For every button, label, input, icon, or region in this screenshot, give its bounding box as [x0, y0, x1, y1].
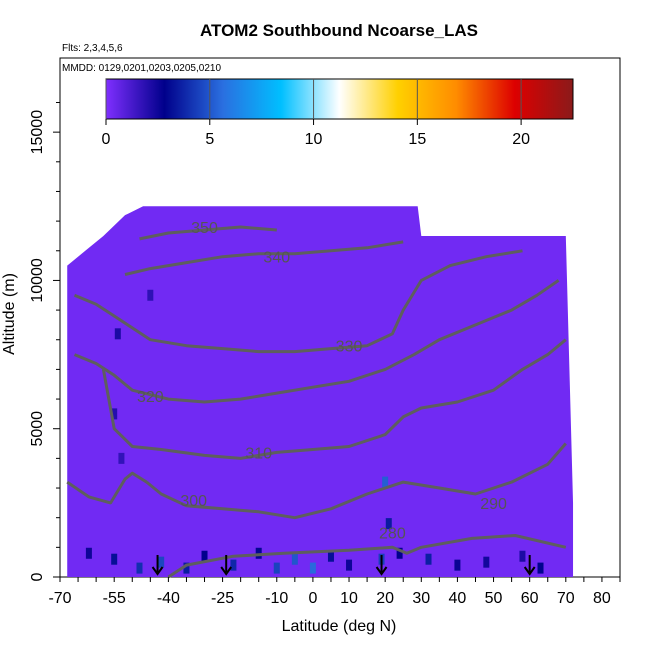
heatmap-cell — [519, 550, 526, 562]
x-tick-label: 60 — [521, 590, 539, 607]
contour-line — [66, 471, 148, 505]
x-tick-label: -40 — [157, 590, 180, 607]
heatmap-cell — [230, 559, 237, 571]
colorbar: 0 5 10 15 20 — [102, 78, 574, 148]
heatmap-cell — [309, 562, 316, 574]
colorbar-tick-label: 0 — [102, 131, 111, 148]
y-tick-label: 10000 — [29, 258, 46, 303]
contour-line — [145, 442, 567, 520]
flight-arrow — [523, 555, 536, 576]
x-tick-label: 40 — [449, 590, 467, 607]
x-tick-label: -10 — [265, 590, 288, 607]
heatmap-cell — [136, 562, 143, 574]
contour-label: 340 — [263, 250, 290, 267]
heatmap-cell — [158, 556, 165, 568]
colorbar-gradient — [105, 78, 574, 120]
contour-line — [73, 249, 523, 354]
colorbar-tick-label: 10 — [305, 131, 323, 148]
heatmap-cell — [291, 553, 298, 565]
heatmap-cell — [327, 550, 334, 562]
heatmap-cell — [201, 550, 208, 562]
contour-label: 300 — [180, 493, 207, 510]
dates-label: MMDD: 0129,0201,0203,0205,0210 — [62, 63, 221, 74]
heatmap-cell — [537, 562, 544, 574]
colorbar-tick-label: 5 — [205, 131, 214, 148]
colorbar-tick-label: 15 — [408, 131, 426, 148]
contour-label: 320 — [137, 389, 164, 406]
x-tick-label: 50 — [485, 590, 503, 607]
x-axis-label: Latitude (deg N) — [282, 618, 397, 635]
y-axis-label: Altitude (m) — [1, 273, 18, 355]
flight-arrow — [375, 555, 388, 576]
heatmap-cell — [385, 518, 392, 530]
x-tick-label: 70 — [557, 590, 575, 607]
y-axis: 0 5000 10000 15000 — [29, 101, 60, 581]
heatmap-cell — [483, 556, 490, 568]
contour-label: 290 — [480, 496, 507, 513]
x-tick-label: 30 — [412, 590, 430, 607]
flight-arrow — [151, 555, 164, 576]
heatmap-cell — [382, 476, 389, 488]
x-tick-label: 80 — [593, 590, 611, 607]
x-tick-label: -70 — [48, 590, 71, 607]
heatmap-cell — [454, 559, 461, 571]
contour-line — [101, 338, 567, 460]
x-tick-label: 20 — [376, 590, 394, 607]
contour-line — [73, 279, 560, 404]
contour-label: 330 — [336, 339, 363, 356]
heatmap-cell — [111, 553, 118, 565]
x-axis: -70 -55 -40 -25 -10 0 10 20 30 40 50 60 70 80 — [48, 577, 621, 607]
curtain-area — [67, 206, 574, 578]
contour-label: 350 — [191, 220, 218, 237]
y-tick-label: 0 — [29, 572, 46, 581]
contour-line — [139, 225, 277, 241]
heatmap-cell — [183, 562, 190, 574]
colorbar-tick-label: 20 — [512, 131, 530, 148]
heatmap-cell — [111, 408, 118, 420]
contour-label: 280 — [379, 525, 406, 542]
y-tick-label: 5000 — [29, 411, 46, 447]
flight-arrow — [220, 555, 233, 576]
heatmap-cell — [273, 562, 280, 574]
heatmap-cell — [396, 547, 403, 559]
arrow-layer — [151, 555, 536, 576]
x-tick-label: 0 — [308, 590, 317, 607]
x-tick-label: 10 — [340, 590, 358, 607]
contour-line — [167, 534, 567, 579]
heatmap-cell — [114, 328, 121, 340]
flights-label: Flts: 2,3,4,5,6 — [62, 43, 123, 54]
heatmap-cell — [118, 452, 125, 464]
x-tick-label: -55 — [103, 590, 126, 607]
x-tick-label: -25 — [211, 590, 234, 607]
chart-title: ATOM2 Southbound Ncoarse_LAS — [200, 21, 478, 40]
contour-label: 310 — [245, 445, 272, 462]
contour-line — [124, 240, 404, 276]
contour-layer: 280 290 300 310 320 330 340 350 — [66, 220, 567, 579]
heatmap-cell — [85, 547, 92, 559]
heatmap-cell — [346, 559, 353, 571]
y-tick-label: 15000 — [29, 110, 46, 155]
heatmap-cell — [147, 289, 154, 301]
heatmap-cell — [425, 553, 432, 565]
